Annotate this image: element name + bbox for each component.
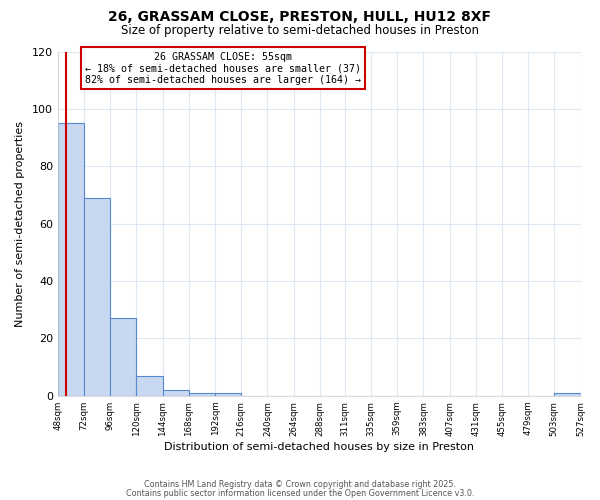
Text: Contains HM Land Registry data © Crown copyright and database right 2025.: Contains HM Land Registry data © Crown c…	[144, 480, 456, 489]
Bar	[136, 376, 163, 396]
Text: Contains public sector information licensed under the Open Government Licence v3: Contains public sector information licen…	[126, 488, 474, 498]
Bar	[215, 393, 241, 396]
Bar	[84, 198, 110, 396]
Text: 26, GRASSAM CLOSE, PRESTON, HULL, HU12 8XF: 26, GRASSAM CLOSE, PRESTON, HULL, HU12 8…	[109, 10, 491, 24]
Bar	[58, 123, 84, 396]
Bar	[110, 318, 136, 396]
Bar	[554, 393, 581, 396]
Text: 26 GRASSAM CLOSE: 55sqm
← 18% of semi-detached houses are smaller (37)
82% of se: 26 GRASSAM CLOSE: 55sqm ← 18% of semi-de…	[85, 52, 361, 84]
Bar	[163, 390, 189, 396]
Y-axis label: Number of semi-detached properties: Number of semi-detached properties	[15, 120, 25, 326]
Text: Size of property relative to semi-detached houses in Preston: Size of property relative to semi-detach…	[121, 24, 479, 37]
Bar	[189, 393, 215, 396]
X-axis label: Distribution of semi-detached houses by size in Preston: Distribution of semi-detached houses by …	[164, 442, 474, 452]
